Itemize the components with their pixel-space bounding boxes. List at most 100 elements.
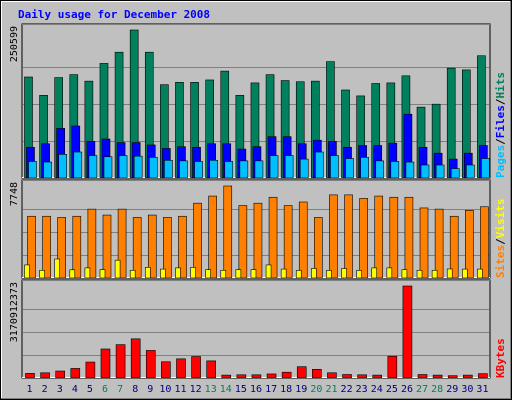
- panel-kbytes: 3170912373: [9, 279, 491, 379]
- bar-sites-day-10: [160, 268, 166, 279]
- bar-kbytes-day-24: [372, 374, 383, 379]
- bar-visits-day-6: [102, 214, 112, 279]
- bar-kbytes-day-3: [55, 370, 65, 379]
- right-label-part-visits-2: Visits: [494, 199, 507, 239]
- bar-kbytes-day-15: [236, 374, 247, 379]
- x-tick-label-day-8: 8: [132, 384, 138, 395]
- bar-kbytes-day-18: [281, 371, 292, 379]
- bar-pages-day-11: [179, 160, 188, 179]
- y-max-label-kbytes: 3170912373: [9, 282, 20, 342]
- bar-pages-day-31: [481, 158, 490, 179]
- bar-kbytes-day-26: [402, 285, 413, 379]
- bar-kbytes-day-30: [463, 374, 473, 379]
- bar-visits-day-17: [268, 196, 278, 279]
- bar-kbytes-day-10: [161, 361, 171, 379]
- bar-visits-day-24: [374, 195, 384, 279]
- bar-kbytes-day-19: [296, 366, 307, 379]
- bar-pages-day-22: [345, 158, 354, 179]
- bar-visits-day-23: [359, 198, 368, 279]
- bar-sites-day-8: [129, 269, 136, 279]
- bar-kbytes-day-17: [266, 373, 277, 379]
- bar-visits-day-21: [329, 194, 338, 279]
- bar-kbytes-day-22: [342, 374, 352, 379]
- bar-visits-day-1: [27, 215, 36, 279]
- right-label-part-visits-1: /: [494, 238, 507, 245]
- x-tick-label-day-13: 13: [205, 384, 217, 395]
- bar-kbytes-day-5: [85, 361, 96, 379]
- bar-visits-day-31: [480, 206, 489, 279]
- x-tick-label-day-1: 1: [27, 384, 33, 395]
- bar-kbytes-day-13: [206, 360, 216, 379]
- x-tick-label-day-11: 11: [174, 384, 186, 395]
- bar-pages-day-23: [360, 157, 369, 179]
- bar-sites-day-26: [401, 269, 408, 279]
- bar-sites-day-12: [190, 267, 196, 279]
- bar-visits-day-27: [419, 207, 429, 279]
- bar-visits-day-20: [314, 217, 323, 279]
- x-tick-label-day-18: 18: [280, 384, 292, 395]
- bar-kbytes-day-16: [251, 374, 262, 379]
- bar-visits-day-3: [57, 217, 66, 279]
- x-tick-label-day-21: 21: [325, 384, 337, 395]
- bar-kbytes-day-23: [357, 374, 367, 379]
- x-tick-label-day-20: 20: [310, 384, 322, 395]
- right-label-part-hits-0: Pages: [494, 145, 507, 178]
- bar-sites-day-15: [235, 269, 242, 279]
- bar-kbytes-day-29: [447, 375, 458, 379]
- bar-pages-day-25: [390, 161, 400, 179]
- bar-visits-day-28: [434, 208, 444, 279]
- bar-sites-day-24: [371, 267, 378, 279]
- bar-sites-day-5: [84, 267, 91, 279]
- bar-kbytes-day-1: [25, 373, 35, 379]
- bar-pages-day-13: [209, 159, 218, 179]
- bar-sites-day-2: [39, 269, 45, 279]
- bar-sites-day-21: [326, 270, 332, 279]
- bar-visits-day-26: [404, 196, 414, 279]
- bar-sites-day-11: [175, 267, 181, 279]
- right-label-part-hits-2: Files: [494, 105, 507, 138]
- x-tick-label-day-24: 24: [371, 384, 383, 395]
- bar-visits-day-9: [147, 214, 157, 279]
- bar-pages-day-19: [299, 158, 309, 179]
- bar-pages-day-29: [450, 168, 460, 179]
- bar-pages-day-6: [103, 156, 113, 179]
- bar-pages-day-26: [405, 161, 415, 179]
- bar-sites-day-22: [341, 268, 347, 279]
- bar-sites-day-4: [69, 269, 76, 279]
- bar-kbytes-day-27: [417, 374, 428, 379]
- bar-kbytes-day-2: [40, 372, 50, 379]
- x-tick-label-day-5: 5: [87, 384, 93, 395]
- bar-sites-day-17: [265, 264, 272, 279]
- bar-sites-day-16: [250, 269, 257, 279]
- x-axis-tick-labels: 1 2 3 4 5 6 7 8 9 10 11 12 13 14 15 16 17 18 19 20 21 22 23 24 2…: [27, 384, 489, 395]
- bar-pages-day-27: [420, 164, 430, 179]
- chart-panels: 250599 7748 3170912373: [9, 23, 491, 379]
- bar-kbytes-day-6: [100, 348, 111, 379]
- bar-pages-day-4: [73, 151, 83, 179]
- bar-pages-day-10: [164, 159, 173, 179]
- bar-pages-day-8: [133, 155, 143, 179]
- bar-pages-day-5: [88, 155, 98, 179]
- bar-sites-day-13: [205, 269, 211, 279]
- bar-visits-day-30: [465, 210, 474, 279]
- bar-sites-day-20: [311, 268, 317, 279]
- bar-pages-day-2: [43, 161, 52, 179]
- x-tick-label-day-7: 7: [117, 384, 123, 395]
- bar-visits-day-15: [238, 205, 248, 279]
- x-tick-label-day-22: 22: [341, 384, 353, 395]
- x-tick-label-day-4: 4: [72, 384, 78, 395]
- x-tick-label-day-15: 15: [235, 384, 247, 395]
- bar-sites-day-27: [416, 269, 423, 279]
- bar-pages-day-30: [466, 164, 475, 179]
- bar-kbytes-day-25: [387, 355, 398, 379]
- bar-sites-day-9: [144, 267, 151, 279]
- bar-visits-day-18: [283, 205, 293, 279]
- x-tick-label-day-31: 31: [476, 384, 488, 395]
- bar-visits-day-4: [72, 215, 82, 279]
- bar-sites-day-3: [54, 258, 60, 279]
- bar-pages-day-18: [284, 155, 294, 179]
- bar-visits-day-29: [449, 215, 459, 279]
- bar-kbytes-day-31: [478, 373, 488, 379]
- panel-visits: 7748: [9, 179, 491, 279]
- bar-sites-day-31: [477, 268, 483, 279]
